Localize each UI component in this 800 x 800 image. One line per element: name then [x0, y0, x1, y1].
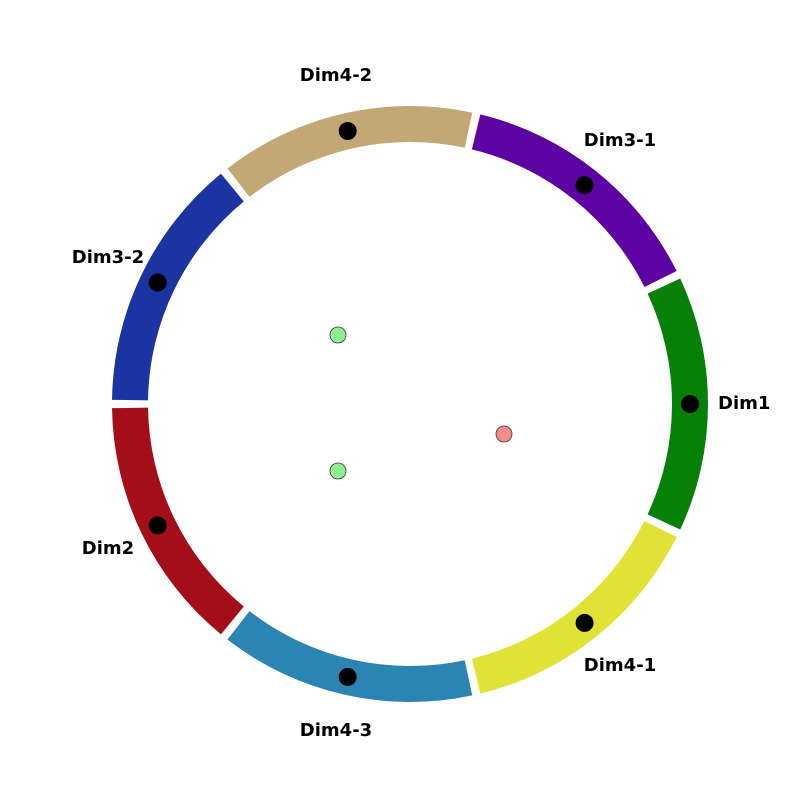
segment-labels: Dim1 Dim3-1 Dim4-2 Dim3-2 Dim2 Dim4-3 Dim4-1	[72, 65, 771, 741]
inner-point-3	[495, 425, 513, 443]
segment-dim3_2	[112, 173, 244, 401]
segment-dim2	[112, 407, 244, 635]
anchor-marker-dim2	[148, 516, 167, 535]
segment-dim4_1	[471, 520, 677, 694]
anchor-marker-dim4_2	[338, 122, 357, 141]
inner-point-1	[329, 326, 347, 344]
label-dim4_1: Dim4-1	[584, 655, 656, 676]
anchor-marker-dim4_3	[338, 667, 357, 686]
label-dim3_1: Dim3-1	[584, 130, 656, 151]
label-dim2: Dim2	[82, 538, 134, 559]
label-dim1: Dim1	[718, 393, 770, 414]
anchor-marker-dim1	[681, 395, 699, 413]
inner-points	[329, 326, 513, 480]
anchor-markers	[148, 122, 699, 686]
segment-dim1	[647, 278, 708, 530]
inner-point-2	[329, 462, 347, 480]
anchor-marker-dim4_1	[575, 613, 594, 632]
segment-dim4_3	[227, 611, 473, 702]
label-dim4_3: Dim4-3	[300, 720, 372, 741]
segment-dim3_1	[471, 114, 677, 288]
anchor-marker-dim3_1	[575, 176, 594, 195]
segment-dim4_2	[227, 106, 473, 197]
label-dim3_2: Dim3-2	[72, 247, 144, 268]
anchor-marker-dim3_2	[148, 273, 167, 292]
label-dim4_2: Dim4-2	[300, 65, 372, 86]
ring-segments	[112, 106, 708, 702]
